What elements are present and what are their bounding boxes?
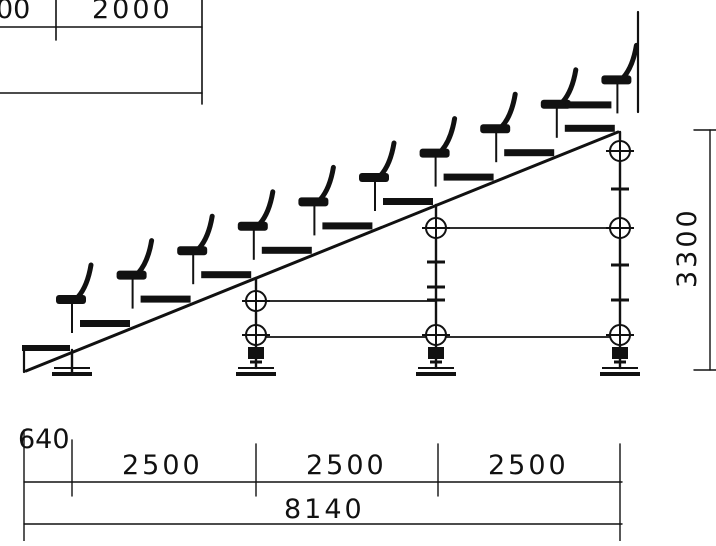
- first-step-tread: [22, 345, 70, 351]
- foot-jack: [428, 347, 444, 359]
- foot-jack: [248, 347, 264, 359]
- seat-backrest: [560, 67, 579, 105]
- step-tread: [564, 124, 615, 132]
- column-foot: [416, 347, 456, 376]
- seat-row: [298, 164, 373, 236]
- seat-rows: [56, 42, 639, 333]
- step-tread: [261, 246, 312, 254]
- frame-joint: [422, 216, 450, 240]
- column-foot: [600, 347, 640, 376]
- seat-backrest: [620, 42, 639, 80]
- total-dimension-label: 8140: [284, 494, 365, 525]
- span-2-label: 2500: [306, 450, 387, 481]
- seat-row: [359, 140, 433, 211]
- span-3-label: 2500: [488, 450, 569, 481]
- seat-row: [540, 67, 615, 138]
- step-tread: [443, 173, 494, 181]
- step-tread: [201, 271, 252, 279]
- frame-joint: [242, 289, 270, 313]
- frame-ties: [255, 227, 621, 338]
- seat-backrest: [317, 164, 336, 202]
- step-tread: [80, 320, 130, 327]
- top-dimension-fragment: [0, 0, 203, 105]
- top-dimension-left: 00: [0, 0, 30, 25]
- step-tread: [322, 222, 373, 230]
- height-dimension-label: 3300: [672, 207, 703, 288]
- first-offset-label: 640: [18, 424, 70, 455]
- seat-backrest: [257, 189, 276, 227]
- span-1-label: 2500: [122, 450, 203, 481]
- bottom-dimension-lines: [23, 429, 623, 542]
- height-dimension-lines: [693, 129, 716, 371]
- seat-row: [565, 42, 639, 114]
- column-foot: [52, 367, 92, 376]
- seat-row: [56, 262, 130, 333]
- seat-row: [237, 189, 312, 260]
- step-tread: [140, 295, 191, 303]
- frame-joint: [606, 216, 634, 240]
- seat-row: [177, 213, 252, 285]
- frame-joints: [52, 139, 640, 376]
- support-frames: [70, 130, 622, 374]
- column-foot: [236, 347, 276, 376]
- frame-joint: [422, 323, 450, 347]
- top-dimension-right: 2000: [92, 0, 173, 25]
- seat-row: [116, 238, 191, 309]
- frame-joint: [606, 139, 634, 163]
- step-tread: [504, 149, 555, 157]
- step-tread: [383, 198, 433, 205]
- seat-backrest: [75, 262, 94, 300]
- seat-backrest: [499, 91, 518, 129]
- seat-backrest: [136, 238, 155, 276]
- frame-joint: [242, 323, 270, 347]
- seat-backrest: [196, 213, 215, 251]
- foot-jack: [612, 347, 628, 359]
- seat-backrest: [378, 140, 397, 178]
- frame-joint: [606, 323, 634, 347]
- step-tread: [565, 101, 612, 109]
- seat-row: [419, 116, 494, 187]
- main-stringer: [24, 130, 620, 373]
- seat-backrest: [439, 116, 458, 154]
- seat-row: [480, 91, 555, 163]
